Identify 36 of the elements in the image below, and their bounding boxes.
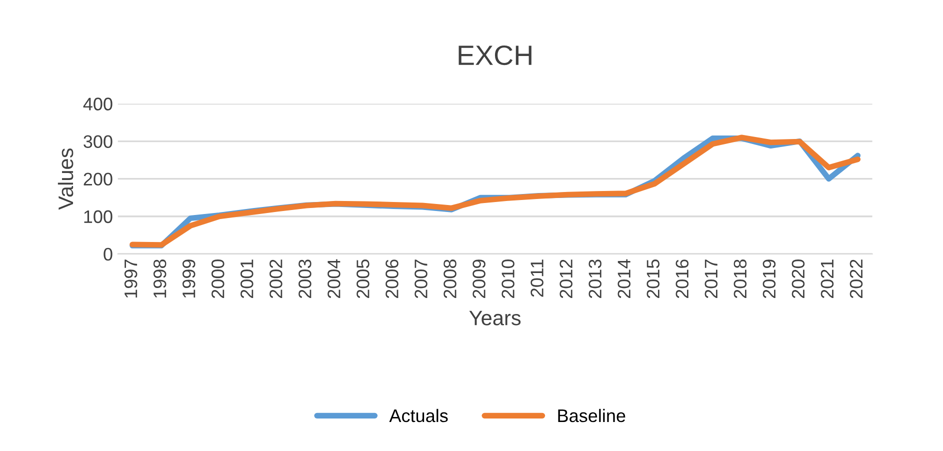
x-tick-label: 2021 <box>820 260 834 298</box>
x-tick-label: 2012 <box>560 260 572 298</box>
x-axis-title: Years <box>469 310 521 326</box>
x-tick-label: 2004 <box>328 259 340 298</box>
x-tick-label: 2008 <box>444 260 456 298</box>
x-tick-label: 2014 <box>618 259 630 298</box>
legend-label: Baseline <box>558 408 626 422</box>
x-tick-label: 2017 <box>704 260 718 298</box>
y-axis-title: Values <box>58 148 74 210</box>
x-tick-label: 2005 <box>356 260 370 298</box>
x-tick-label: 2013 <box>588 260 602 298</box>
x-tick-label: 2006 <box>386 260 398 298</box>
x-tick-label: 2000 <box>211 259 224 298</box>
x-tick-label: 2022 <box>850 260 863 298</box>
x-tick-label: 2019 <box>762 260 776 298</box>
x-tick-label: 2011 <box>530 260 544 297</box>
chart-title: EXCH <box>458 45 532 66</box>
x-tick-label: 2003 <box>298 260 312 298</box>
x-tick-label: 2016 <box>676 260 689 298</box>
x-tick-label: 2001 <box>240 260 254 298</box>
x-tick-label: 2010 <box>502 259 514 298</box>
x-tick-label: 2018 <box>734 260 747 298</box>
y-tick-label: 200 <box>84 172 112 186</box>
y-tick-label: 300 <box>84 135 112 148</box>
x-tick-label: 2015 <box>646 260 660 298</box>
x-tick-label: 1997 <box>124 260 138 298</box>
x-tick-label: 1999 <box>182 260 196 298</box>
y-tick-label: 400 <box>83 98 112 110</box>
x-tick-label: 2009 <box>472 260 486 298</box>
legend-label: Actuals <box>389 408 448 422</box>
x-tick-label: 2007 <box>414 260 428 298</box>
y-tick-label: 100 <box>84 210 112 224</box>
x-tick-label: 2002 <box>270 260 282 298</box>
x-tick-label: 1998 <box>153 260 166 298</box>
y-tick-label: 0 <box>104 248 112 261</box>
x-tick-label: 2020 <box>792 259 805 298</box>
